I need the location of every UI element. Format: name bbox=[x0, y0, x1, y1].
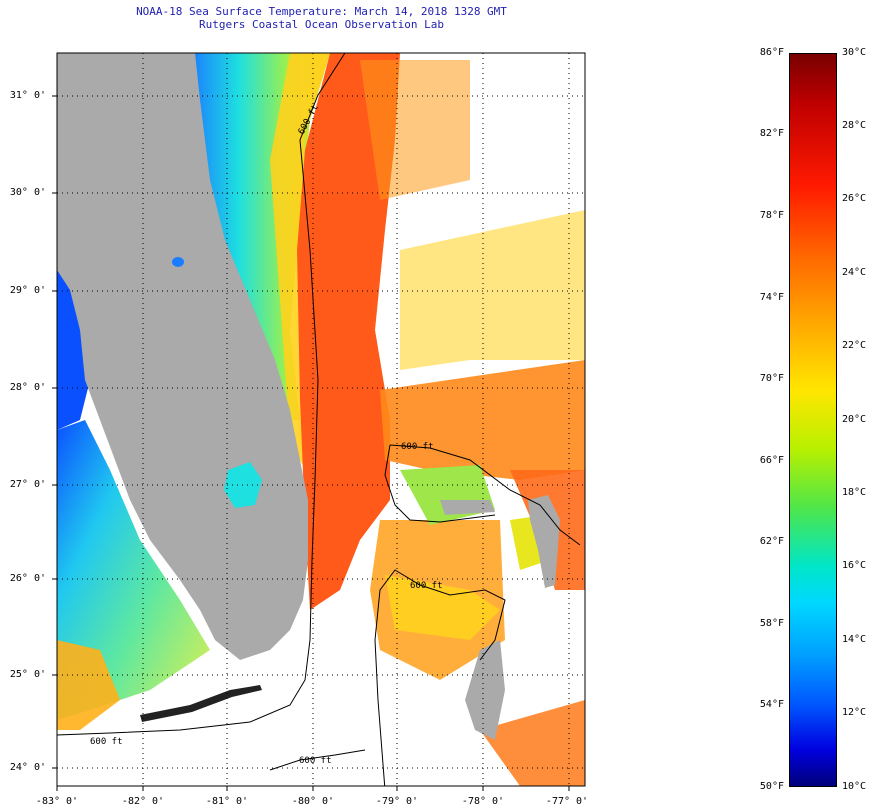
temperature-colorbar bbox=[789, 53, 837, 787]
southwest-warm-patch bbox=[57, 640, 120, 730]
contour-label-600ft-gulf: 600 ft bbox=[90, 737, 123, 747]
colorbar-label-12c: 12°C bbox=[842, 707, 867, 718]
lat-label-31: 31° 0' bbox=[9, 90, 46, 101]
colorbar-label-58f: 58°F bbox=[759, 618, 784, 629]
colorbar-label-28c: 28°C bbox=[842, 120, 867, 131]
colorbar-label-66f: 66°F bbox=[759, 455, 784, 466]
colorbar-label-24c: 24°C bbox=[842, 267, 867, 278]
isobath-600ft-florida bbox=[57, 53, 346, 736]
colorbar-label-54f: 54°F bbox=[759, 699, 784, 710]
contour-label-600ft-south: 600 ft bbox=[299, 756, 332, 766]
offshore-orange-patch bbox=[360, 60, 470, 200]
lat-label-28: 28° 0' bbox=[9, 382, 46, 393]
abaco-island bbox=[528, 495, 560, 588]
lon-label-80: -80° 0' bbox=[291, 796, 335, 807]
offshore-warm-patch bbox=[380, 360, 585, 480]
colorbar-label-22c: 22°C bbox=[842, 340, 867, 351]
lon-label-78: -78° 0' bbox=[461, 796, 505, 807]
colorbar-label-50f: 50°F bbox=[759, 781, 784, 792]
colorbar-label-18c: 18°C bbox=[842, 487, 867, 498]
lon-label-77: -77° 0' bbox=[545, 796, 589, 807]
colorbar-label-82f: 82°F bbox=[759, 128, 784, 139]
map-frame bbox=[56, 52, 586, 787]
isobath-600ft-south-bank bbox=[374, 569, 506, 786]
lat-label-26: 26° 0' bbox=[9, 573, 46, 584]
lat-label-30: 30° 0' bbox=[9, 187, 46, 198]
colorbar-label-26c: 26°C bbox=[842, 193, 867, 204]
colorbar-label-78f: 78°F bbox=[759, 210, 784, 221]
florida-landmass bbox=[57, 53, 308, 660]
lat-label-27: 27° 0' bbox=[9, 479, 46, 490]
southeast-warm-patch bbox=[480, 700, 585, 786]
map-title: NOAA-18 Sea Surface Temperature: March 1… bbox=[136, 5, 507, 18]
colorbar-label-10c: 10°C bbox=[842, 781, 867, 792]
contour-label-600ft-north: 600 ft bbox=[401, 442, 434, 452]
isobath-600ft-little-bahama-bank bbox=[384, 444, 581, 546]
map-subtitle: Rutgers Coastal Ocean Observation Lab bbox=[198, 18, 445, 31]
graticule bbox=[57, 53, 585, 786]
colorbar-label-14c: 14°C bbox=[842, 634, 867, 645]
contour-label-600ft-bank: 600 ft bbox=[410, 581, 443, 591]
lon-label-81: -81° 0' bbox=[205, 796, 249, 807]
colorbar-label-30c: 30°C bbox=[842, 47, 867, 58]
florida-keys bbox=[140, 685, 262, 722]
lon-label-83: -83° 0' bbox=[35, 796, 79, 807]
colorbar-label-16c: 16°C bbox=[842, 560, 867, 571]
isobath-600ft-cuba-side bbox=[269, 749, 366, 771]
colorbar-label-62f: 62°F bbox=[759, 536, 784, 547]
lon-label-82: -82° 0' bbox=[121, 796, 165, 807]
gulf-of-mexico-water bbox=[57, 420, 210, 720]
lon-label-79: -79° 0' bbox=[375, 796, 419, 807]
lat-label-25: 25° 0' bbox=[9, 669, 46, 680]
colorbar-label-86f: 86°F bbox=[759, 47, 784, 58]
offshore-yellow-patch bbox=[400, 210, 585, 370]
lat-label-24: 24° 0' bbox=[9, 762, 46, 773]
colorbar-label-20c: 20°C bbox=[842, 414, 867, 425]
andros-island bbox=[465, 640, 505, 740]
gulf-stream bbox=[297, 53, 400, 610]
grand-bahama-island bbox=[440, 500, 495, 515]
inland-lake bbox=[172, 257, 184, 267]
bank-yellow-patch bbox=[385, 575, 500, 640]
colorbar-label-74f: 74°F bbox=[759, 292, 784, 303]
frame-ticks bbox=[52, 95, 570, 791]
lat-label-29: 29° 0' bbox=[9, 285, 46, 296]
colorbar-label-70f: 70°F bbox=[759, 373, 784, 384]
